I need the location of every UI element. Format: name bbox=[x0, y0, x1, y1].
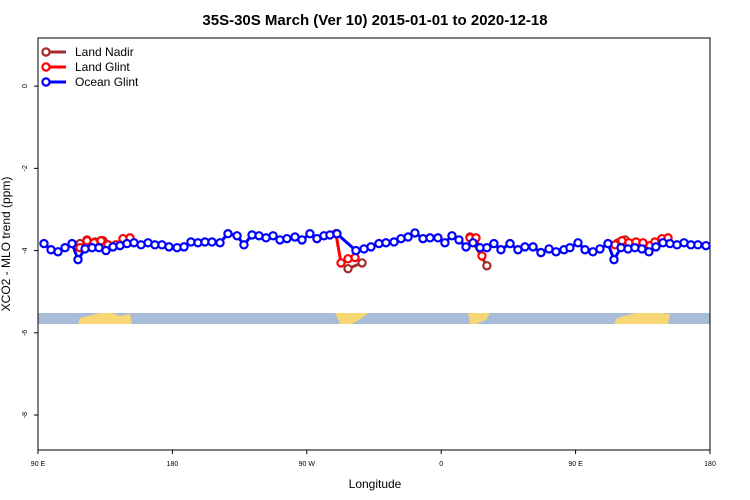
point-marker bbox=[482, 261, 492, 271]
point-marker bbox=[454, 235, 464, 245]
point-marker bbox=[496, 245, 506, 255]
point-marker bbox=[389, 237, 399, 247]
point-marker bbox=[447, 231, 457, 241]
x-axis-label: Longitude bbox=[349, 477, 402, 491]
map-strip bbox=[38, 313, 710, 324]
land-australia bbox=[614, 313, 670, 324]
y-tick-label: -8 bbox=[22, 412, 29, 418]
point-marker bbox=[565, 243, 575, 253]
x-tick-label: 180 bbox=[167, 461, 179, 468]
point-marker bbox=[551, 247, 561, 257]
point-marker bbox=[477, 251, 487, 261]
y-tick-label: -6 bbox=[22, 330, 29, 336]
point-marker bbox=[53, 247, 63, 257]
point-marker bbox=[357, 258, 367, 268]
point-marker bbox=[468, 238, 478, 248]
land-australia bbox=[78, 313, 132, 324]
point-marker bbox=[207, 237, 217, 247]
legend-marker bbox=[41, 47, 51, 57]
point-marker bbox=[461, 242, 471, 252]
point-marker bbox=[595, 244, 605, 254]
point-marker bbox=[164, 242, 174, 252]
point-marker bbox=[440, 238, 450, 248]
point-marker bbox=[433, 233, 443, 243]
land-africa bbox=[468, 313, 490, 324]
point-marker bbox=[701, 240, 711, 251]
point-marker bbox=[580, 245, 590, 255]
point-marker bbox=[351, 245, 361, 256]
point-marker bbox=[693, 240, 703, 250]
point-marker bbox=[489, 238, 499, 249]
point-marker bbox=[239, 240, 249, 250]
point-marker bbox=[60, 243, 70, 253]
point-marker bbox=[39, 238, 49, 249]
legend-marker bbox=[41, 77, 51, 87]
point-marker bbox=[282, 233, 292, 244]
point-marker bbox=[343, 263, 353, 274]
x-tick-label: 180 bbox=[704, 461, 716, 468]
point-marker bbox=[651, 242, 661, 252]
y-tick-label: -2 bbox=[22, 165, 29, 171]
legend-label: Land Nadir bbox=[75, 45, 134, 59]
point-marker bbox=[603, 238, 613, 249]
x-tick-label: 0 bbox=[439, 461, 443, 468]
y-axis-label: XCO2 - MLO trend (ppm) bbox=[0, 177, 13, 312]
point-marker bbox=[366, 242, 376, 252]
point-marker bbox=[73, 254, 83, 265]
x-tick-label: 90 W bbox=[299, 461, 316, 468]
point-marker bbox=[179, 242, 189, 252]
point-marker bbox=[482, 243, 492, 253]
point-marker bbox=[609, 254, 619, 265]
point-marker bbox=[381, 238, 391, 248]
legend-marker bbox=[41, 62, 51, 72]
point-marker bbox=[332, 229, 342, 239]
point-marker bbox=[336, 258, 346, 268]
point-marker bbox=[67, 238, 77, 249]
point-marker bbox=[410, 228, 420, 238]
legend-label: Land Glint bbox=[75, 60, 130, 74]
legend-label: Ocean Glint bbox=[75, 75, 139, 89]
point-marker bbox=[573, 238, 583, 248]
point-marker bbox=[644, 247, 654, 257]
point-marker bbox=[536, 247, 546, 258]
point-marker bbox=[215, 238, 225, 248]
x-tick-label: 90 E bbox=[31, 461, 46, 468]
y-tick-label: 0 bbox=[22, 84, 29, 88]
point-marker bbox=[232, 231, 242, 241]
point-marker bbox=[505, 238, 515, 249]
land-south-america bbox=[335, 313, 368, 324]
point-marker bbox=[101, 245, 111, 256]
point-marker bbox=[403, 232, 413, 242]
point-marker bbox=[223, 229, 233, 239]
x-tick-label: 90 E bbox=[568, 461, 583, 468]
point-marker bbox=[305, 229, 315, 239]
point-marker bbox=[268, 231, 278, 241]
point-marker bbox=[297, 235, 307, 245]
chart-title: 35S-30S March (Ver 10) 2015-01-01 to 202… bbox=[202, 12, 547, 29]
y-tick-label: -4 bbox=[22, 247, 29, 253]
point-marker bbox=[425, 233, 435, 243]
point-marker bbox=[528, 242, 538, 252]
point-marker bbox=[520, 242, 530, 252]
ocean-band bbox=[38, 313, 710, 324]
